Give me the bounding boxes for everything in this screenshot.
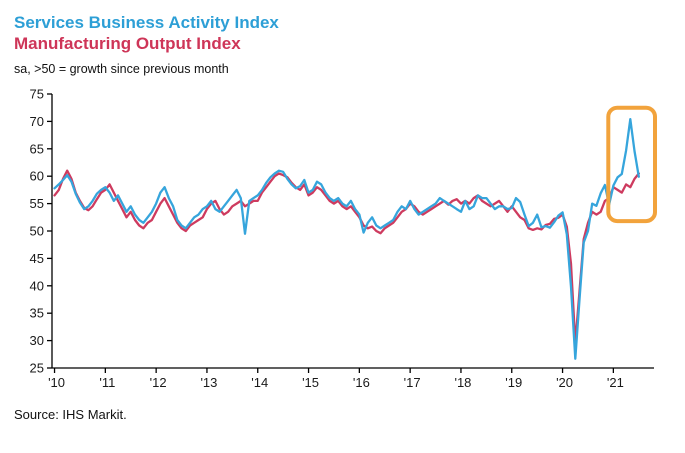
- x-tick-label: '11: [99, 375, 115, 390]
- y-tick-label: 50: [30, 223, 44, 238]
- manufacturing-line: [53, 169, 640, 344]
- y-tick-label: 60: [30, 168, 44, 183]
- y-tick-label: 70: [30, 113, 44, 128]
- manufacturing-title: Manufacturing Output Index: [14, 34, 241, 54]
- x-tick-label: '21: [607, 375, 624, 390]
- x-tick-label: '19: [505, 375, 522, 390]
- chart-svg: 25 30 35 40 45 50 55 60 65 70 75 '10 '11 '12 '13 '14 '15…: [30, 86, 657, 390]
- x-tick-label: '13: [200, 375, 217, 390]
- x-tick-label: '10: [48, 375, 65, 390]
- x-tick-label: '16: [353, 375, 370, 390]
- source-note: Source: IHS Markit.: [14, 406, 127, 422]
- y-tick-label: 55: [30, 196, 44, 211]
- y-tick-label: 65: [30, 141, 44, 156]
- services-title: Services Business Activity Index: [14, 13, 279, 32]
- x-tick-label: '18: [454, 375, 471, 390]
- y-tick-label: 35: [30, 305, 44, 320]
- x-tick-label: '20: [556, 375, 573, 390]
- chart-subtitle: sa, >50 = growth since previous month: [14, 61, 229, 76]
- x-tick-label: '15: [302, 375, 319, 390]
- y-tick-label: 40: [30, 278, 44, 293]
- chart-page: Services Business Activity Index Manufac…: [14, 13, 657, 422]
- y-tick-label: 25: [30, 360, 44, 375]
- y-tick-label: 30: [30, 333, 44, 348]
- highlight-box: [606, 105, 657, 223]
- x-tick-label: '17: [404, 375, 421, 390]
- services-line: [53, 117, 640, 360]
- x-tick-label: '14: [251, 375, 268, 390]
- y-tick-label: 75: [30, 86, 44, 101]
- x-tick-label: '12: [150, 375, 167, 390]
- y-tick-label: 45: [30, 250, 44, 265]
